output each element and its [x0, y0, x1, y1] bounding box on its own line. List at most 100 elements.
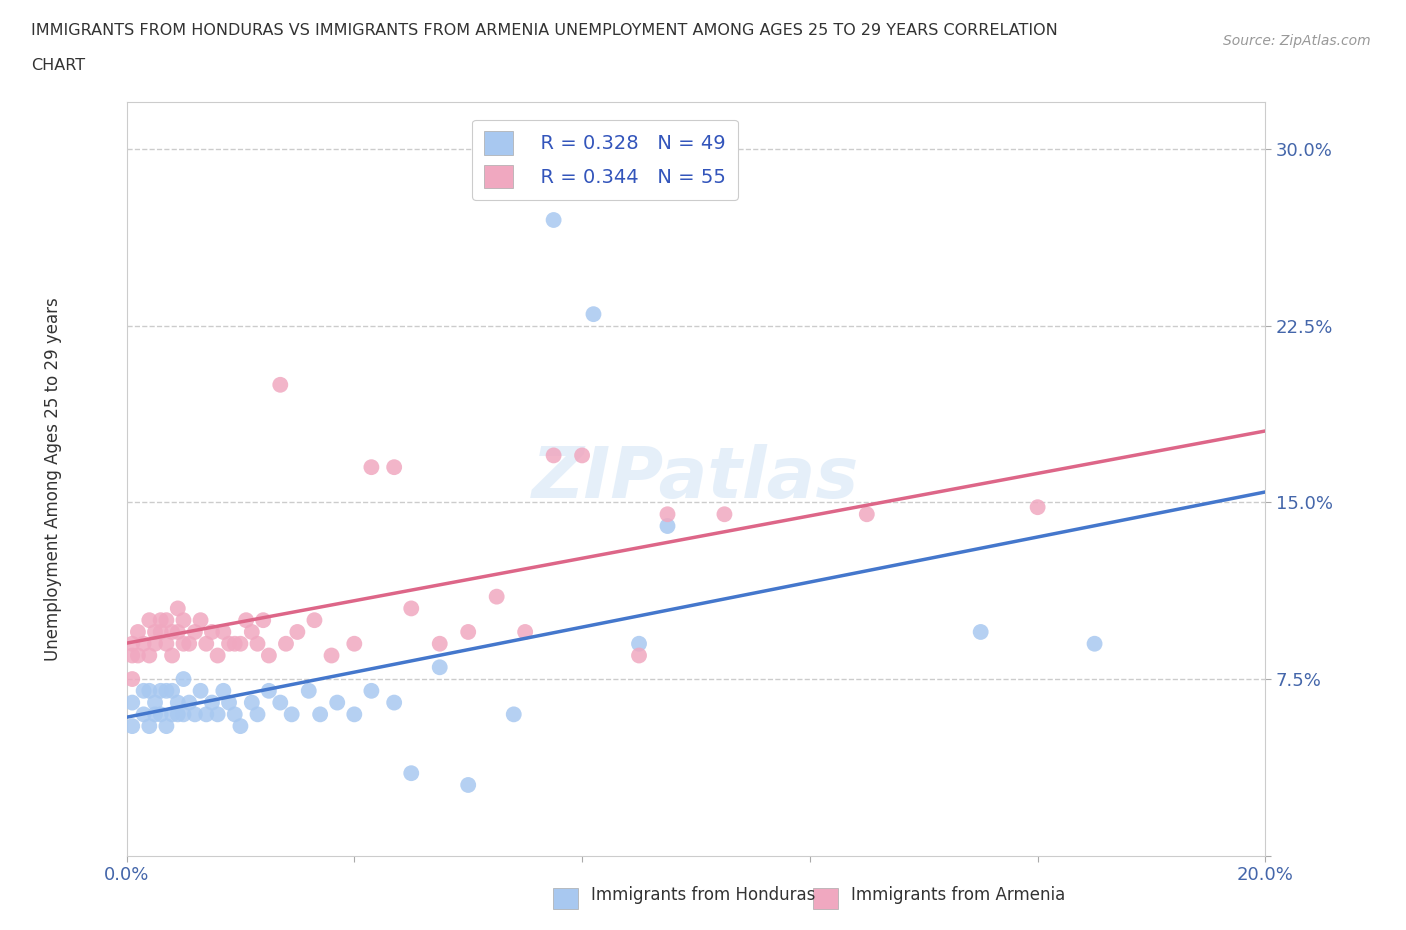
- Point: [201, 695, 224, 710]
- Point: [160, 707, 183, 722]
- Text: Source: ZipAtlas.com: Source: ZipAtlas.com: [1223, 34, 1371, 48]
- Point: [190, 613, 212, 628]
- Point: [132, 707, 155, 722]
- Point: [1026, 499, 1049, 514]
- Text: CHART: CHART: [31, 58, 84, 73]
- Point: [195, 636, 218, 651]
- Point: [713, 507, 735, 522]
- Point: [143, 625, 166, 640]
- Point: [657, 519, 679, 534]
- Point: [143, 636, 166, 651]
- Point: [179, 636, 201, 651]
- Point: [224, 636, 246, 651]
- Point: [172, 636, 194, 651]
- Point: [515, 625, 537, 640]
- Point: [543, 213, 565, 228]
- Point: [246, 707, 269, 722]
- Point: [457, 777, 479, 792]
- Point: [401, 601, 423, 616]
- Text: Immigrants from Armenia: Immigrants from Armenia: [851, 886, 1064, 904]
- Point: [257, 684, 280, 698]
- Point: [970, 625, 993, 640]
- Point: [1084, 636, 1107, 651]
- Point: [127, 648, 149, 663]
- Point: [855, 507, 877, 522]
- Point: [657, 507, 679, 522]
- Point: [628, 636, 651, 651]
- Point: [321, 648, 343, 663]
- Point: [155, 684, 177, 698]
- Point: [160, 648, 183, 663]
- Point: [485, 590, 508, 604]
- Point: [132, 636, 155, 651]
- Point: [184, 625, 207, 640]
- Point: [149, 684, 172, 698]
- Point: [429, 660, 451, 675]
- Point: [343, 707, 366, 722]
- Point: [207, 648, 229, 663]
- Point: [121, 719, 143, 734]
- Point: [218, 636, 240, 651]
- Point: [149, 707, 172, 722]
- Point: [304, 613, 326, 628]
- Point: [160, 684, 183, 698]
- Point: [309, 707, 332, 722]
- Point: [543, 448, 565, 463]
- Point: [401, 765, 423, 780]
- Point: [218, 695, 240, 710]
- Point: [246, 636, 269, 651]
- Point: [190, 684, 212, 698]
- Point: [429, 636, 451, 651]
- Point: [571, 448, 593, 463]
- Point: [457, 625, 479, 640]
- Point: [280, 707, 302, 722]
- Point: [143, 707, 166, 722]
- Point: [212, 684, 235, 698]
- Point: [138, 684, 160, 698]
- Point: [155, 613, 177, 628]
- Point: [269, 695, 291, 710]
- Point: [149, 625, 172, 640]
- Point: [502, 707, 524, 722]
- Point: [166, 601, 188, 616]
- Point: [143, 695, 166, 710]
- Point: [628, 648, 651, 663]
- Point: [138, 613, 160, 628]
- Point: [360, 684, 382, 698]
- Point: [121, 636, 143, 651]
- Point: [121, 648, 143, 663]
- Point: [155, 719, 177, 734]
- Point: [360, 459, 382, 474]
- Point: [172, 613, 194, 628]
- Point: [149, 613, 172, 628]
- Point: [127, 625, 149, 640]
- Point: [121, 671, 143, 686]
- Point: [172, 707, 194, 722]
- Point: [269, 378, 291, 392]
- Point: [166, 625, 188, 640]
- Point: [172, 671, 194, 686]
- Point: [582, 307, 605, 322]
- Point: [179, 695, 201, 710]
- Point: [207, 707, 229, 722]
- Point: [343, 636, 366, 651]
- Point: [132, 684, 155, 698]
- Point: [240, 695, 263, 710]
- Point: [382, 695, 405, 710]
- Legend:   R = 0.328   N = 49,   R = 0.344   N = 55: R = 0.328 N = 49, R = 0.344 N = 55: [472, 120, 738, 200]
- Point: [235, 613, 257, 628]
- Point: [166, 695, 188, 710]
- Point: [160, 625, 183, 640]
- Point: [184, 707, 207, 722]
- Point: [212, 625, 235, 640]
- Point: [240, 625, 263, 640]
- Point: [287, 625, 309, 640]
- Point: [166, 707, 188, 722]
- Point: [195, 707, 218, 722]
- Point: [121, 695, 143, 710]
- Text: IMMIGRANTS FROM HONDURAS VS IMMIGRANTS FROM ARMENIA UNEMPLOYMENT AMONG AGES 25 T: IMMIGRANTS FROM HONDURAS VS IMMIGRANTS F…: [31, 23, 1057, 38]
- Point: [274, 636, 297, 651]
- Point: [257, 648, 280, 663]
- Point: [201, 625, 224, 640]
- Text: Unemployment Among Ages 25 to 29 years: Unemployment Among Ages 25 to 29 years: [44, 297, 62, 661]
